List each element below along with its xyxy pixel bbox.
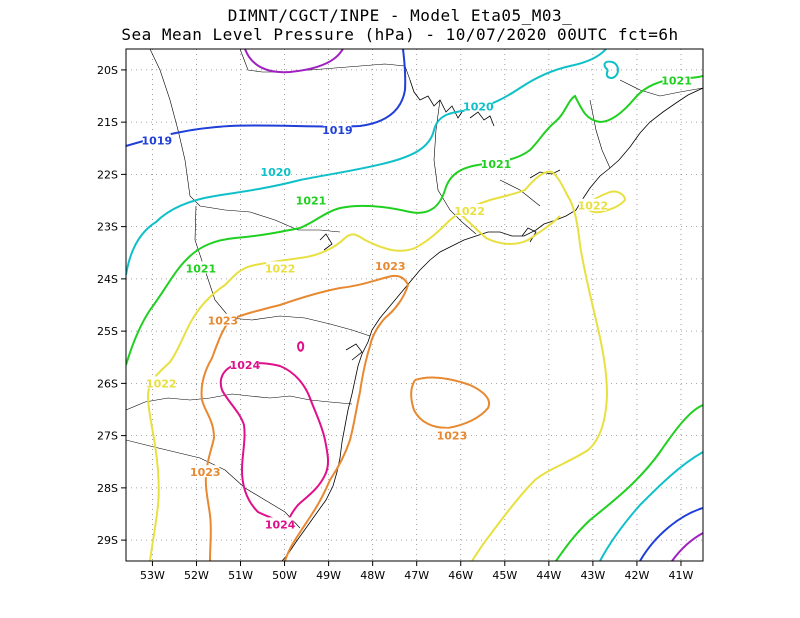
contour-label-bg	[266, 261, 295, 274]
lon-tick-label: 46W	[448, 569, 473, 582]
lon-tick-label: 53W	[140, 569, 165, 582]
lon-tick-label: 50W	[272, 569, 297, 582]
contour-label: 1023	[437, 430, 468, 443]
contour-label: 1021	[661, 74, 692, 87]
isobar-1022	[584, 190, 627, 214]
contour-label-bg	[186, 261, 215, 274]
contour-label-bg	[191, 465, 220, 478]
contour-label: 1019	[142, 134, 173, 147]
isobar-1024	[297, 341, 305, 352]
isobar-1020	[126, 49, 607, 276]
contour-label-bg	[296, 193, 325, 206]
contour-label: 1021	[186, 262, 217, 275]
map-subtitle: Sea Mean Level Pressure (hPa) - 10/07/20…	[121, 25, 679, 44]
contour-label: 1024	[230, 359, 261, 372]
lon-tick-label: 52W	[184, 569, 209, 582]
contour-label-bg	[437, 428, 466, 441]
lon-tick-label: 51W	[228, 569, 253, 582]
contour-label-bg	[464, 99, 493, 112]
contour-label: 1019	[322, 124, 353, 137]
lon-tick-label: 42W	[624, 569, 649, 582]
lon-tick-label: 49W	[316, 569, 341, 582]
isobar-1022	[146, 170, 609, 561]
isobar-1020	[603, 60, 619, 80]
lat-tick-label: 26S	[97, 377, 118, 390]
isobar-1020	[599, 451, 703, 561]
contour-label-bg	[142, 133, 171, 146]
lat-tick-label: 28S	[97, 482, 118, 495]
isobar-1018	[244, 49, 344, 74]
map-frame	[125, 48, 704, 562]
contour-label: 1022	[578, 200, 609, 213]
contour-label-bg	[147, 376, 176, 389]
contour-label: 1023	[190, 466, 221, 479]
contour-label: 1023	[208, 315, 239, 328]
lat-tick-label: 23S	[97, 221, 118, 234]
contour-label-bg	[323, 122, 352, 135]
isobar-1018	[671, 532, 703, 561]
isobar-1021	[126, 75, 703, 366]
isobar-1019	[126, 49, 407, 147]
contour-label: 1022	[146, 377, 177, 390]
isobar-1022	[455, 209, 561, 245]
isobar-1024	[219, 362, 329, 527]
grid-lines	[126, 49, 703, 561]
lat-tick-label: 21S	[97, 116, 118, 129]
lon-tick-label: 45W	[492, 569, 517, 582]
contour-label: 1022	[454, 205, 485, 218]
lon-tick-label: 41W	[669, 569, 694, 582]
contour-label: 1023	[375, 260, 406, 273]
isobar-1023	[200, 274, 410, 561]
contour-label: 1021	[481, 158, 512, 171]
contour-label-bg	[261, 164, 290, 177]
contour-label-bg	[455, 203, 484, 216]
lat-tick-label: 20S	[97, 64, 118, 77]
contour-label-bg	[481, 156, 510, 169]
lat-tick-label: 22S	[97, 168, 118, 181]
lat-tick-label: 27S	[97, 430, 118, 443]
state-borders	[126, 49, 703, 529]
contour-label-bg	[662, 73, 691, 86]
lat-tick-label: 25S	[97, 325, 118, 338]
lon-tick-label: 47W	[404, 569, 429, 582]
contour-label-bg	[376, 258, 405, 271]
contour-label-bg	[208, 313, 237, 326]
contour-label: 1022	[265, 262, 296, 275]
contour-label: 1020	[260, 166, 291, 179]
coastline	[281, 79, 703, 561]
contour-label: 1021	[296, 195, 327, 208]
lon-tick-label: 44W	[536, 569, 561, 582]
contour-label-bg	[578, 198, 607, 211]
map-title: DIMNT/CGCT/INPE - Model Eta05_M03_	[227, 6, 573, 25]
isobar-1019	[639, 507, 703, 561]
isobar-1021	[555, 404, 703, 561]
lon-tick-label: 43W	[580, 569, 605, 582]
contour-label: 1024	[265, 518, 296, 531]
lat-tick-label: 29S	[97, 534, 118, 547]
contour-label: 1020	[463, 100, 494, 113]
lon-tick-label: 48W	[360, 569, 385, 582]
contour-label-bg	[266, 517, 295, 530]
isobar-1023	[410, 376, 490, 430]
lat-tick-label: 24S	[97, 273, 118, 286]
contour-label-bg	[230, 358, 259, 371]
